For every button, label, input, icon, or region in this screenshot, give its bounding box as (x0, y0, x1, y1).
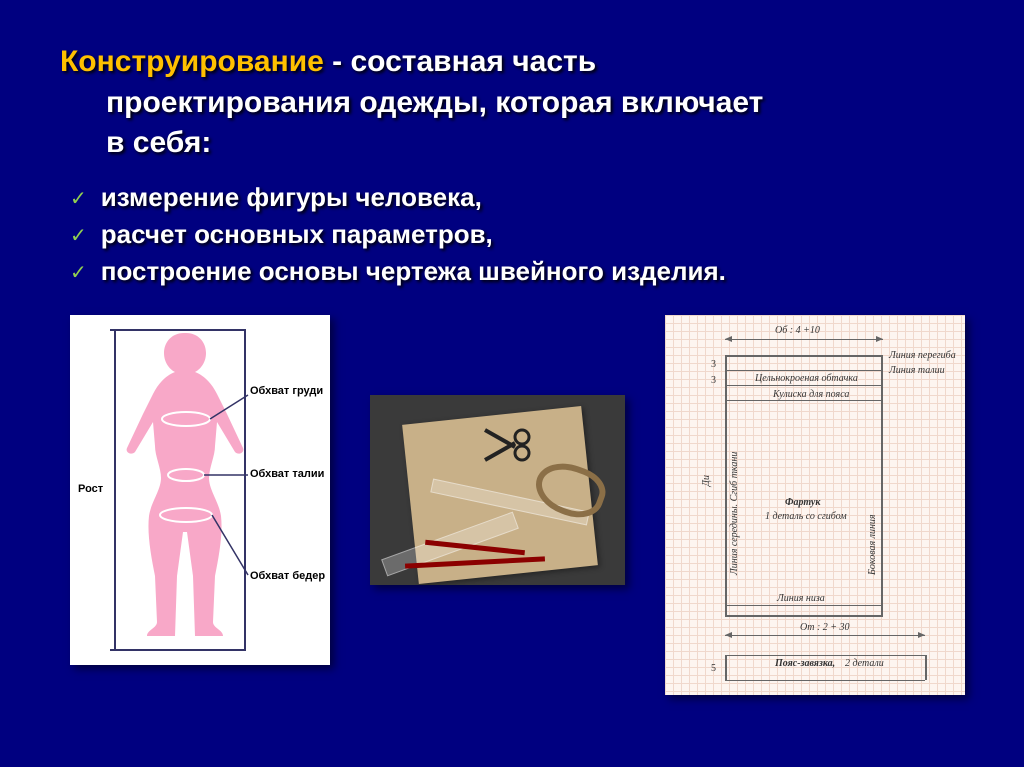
label-length: Ди (701, 475, 712, 486)
label-waist: Обхват талии (250, 468, 324, 480)
title-line-1: Конструирование - составная часть (60, 42, 976, 83)
label-hips: Обхват бедер (250, 570, 325, 582)
figure-sewing-tools (370, 395, 625, 585)
label-belt-piece: Пояс-завязка, (775, 658, 835, 669)
images-row: Рост Обхват груди Обхват талии Обхват бе… (48, 315, 976, 695)
figure-pattern-drawing: Об : 4 +10 Линия перегиба Линия талии Це… (665, 315, 965, 695)
title-rest: - составная часть (324, 45, 596, 78)
list-item: ✓ построение основы чертежа швейного изд… (70, 256, 976, 287)
checkmark-icon: ✓ (70, 223, 87, 248)
label-main-detail: 1 деталь со сгибом (765, 511, 847, 522)
title-keyword: Конструирование (60, 45, 324, 78)
label-casing: Кулиска для пояса (773, 389, 849, 400)
label-main-piece: Фартук (785, 497, 820, 508)
list-item: ✓ измерение фигуры человека, (70, 182, 976, 213)
list-item: ✓ расчет основных параметров, (70, 219, 976, 250)
bullet-list: ✓ измерение фигуры человека, ✓ расчет ос… (48, 182, 976, 287)
label-facing: Цельнокроеная обтачка (755, 373, 858, 384)
label-fold-line: Линия перегиба (889, 350, 956, 361)
label-belt-formula: От : 2 + 30 (800, 622, 850, 633)
bullet-text: расчет основных параметров, (101, 219, 493, 250)
bullet-text: измерение фигуры человека, (101, 182, 482, 213)
label-dim-3b: 3 (711, 375, 716, 386)
checkmark-icon: ✓ (70, 260, 87, 285)
bullet-text: построение основы чертежа швейного издел… (101, 256, 726, 287)
title-line-2: проектирования одежды, которая включает (60, 83, 976, 124)
label-waist-line: Линия талии (889, 365, 945, 376)
label-top-formula: Об : 4 +10 (775, 325, 820, 336)
label-belt-detail: 2 детали (845, 658, 884, 669)
title-line-3: в себя: (60, 123, 976, 164)
slide-title: Конструирование - составная часть проект… (48, 42, 976, 164)
label-bottom-line: Линия низа (777, 593, 825, 604)
figure-body-measurements: Рост Обхват груди Обхват талии Обхват бе… (70, 315, 330, 665)
label-bust: Обхват груди (250, 385, 323, 397)
checkmark-icon: ✓ (70, 186, 87, 211)
label-dim-5: 5 (711, 663, 716, 674)
label-height: Рост (78, 483, 103, 495)
label-side-line: Боковая линия (867, 455, 878, 575)
label-dim-3a: 3 (711, 359, 716, 370)
label-center-fold: Линия середины. Сгиб ткани (729, 425, 740, 575)
